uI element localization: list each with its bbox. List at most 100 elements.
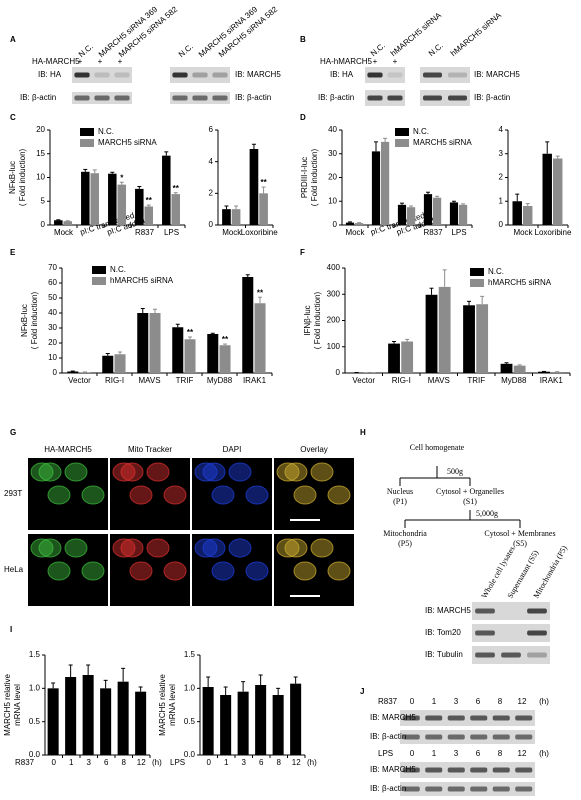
bar [114,354,126,373]
y-tick-label: 1 [499,196,504,205]
bar [407,207,416,225]
cell [211,485,235,505]
x-tick-label: Mock [345,228,365,237]
x-tick-label: 8 [277,758,282,767]
y-axis-label: mRNA level [168,684,177,726]
bar [90,173,100,225]
significance-label: ** [187,328,194,337]
flow-step: Cell homogenate [410,443,465,452]
treatment-label: R837 [378,697,398,706]
bar [79,372,91,373]
band [425,715,443,721]
y-axis-label: ( Fold induction) [18,148,27,206]
bar [242,277,254,373]
blot-label: IB: MARCH5 [235,70,281,79]
y-tick-label: 0 [336,368,341,377]
bar [551,371,564,373]
panel-letter: B [300,35,306,44]
panel-letter: H [360,428,366,437]
band [470,715,488,721]
blot-label: IB: β-actin [370,784,406,793]
legend-swatch [470,268,484,276]
y-tick-label: 1.5 [29,650,41,659]
micrograph [28,534,108,606]
bar [137,313,149,373]
flow-step: (P1) [393,497,407,506]
x-axis-label: R837 [15,758,35,767]
bar [401,341,414,373]
band [492,786,510,792]
band [94,95,110,101]
flow-step: (S5) [513,539,527,548]
y-tick-label: 20 [36,125,45,134]
micrograph [110,458,190,530]
bar [222,209,231,225]
y-tick-label: 1.5 [184,650,196,659]
significance-label: ** [146,196,153,205]
y-tick-label: 30 [328,149,337,158]
y-tick-label: 10 [48,353,57,362]
time-label: 12 [518,749,527,758]
cell [310,538,334,558]
lane-label: N.C. [177,42,195,59]
significance-label: ** [257,288,264,297]
x-tick-label: 12 [137,758,146,767]
y-tick-label: 60 [48,278,57,287]
flow-step: Nucleus [387,487,413,496]
bar [449,202,459,225]
significance-label: ** [260,178,267,187]
bar [237,691,249,755]
flow-step: 5,000g [476,509,498,518]
cell [245,485,269,505]
y-axis-label: IFNβ-luc [303,305,312,335]
x-tick-label: LPS [164,228,179,237]
cell [30,538,54,558]
y-tick-label: 100 [327,342,341,351]
bar [345,222,355,225]
blot [400,762,535,778]
y-tick-label: 2 [209,188,214,197]
band [402,715,420,721]
panel-letter: G [10,428,16,437]
column-label: Overlay [300,445,328,454]
y-tick-label: 10 [36,173,45,182]
significance-label: ** [222,335,229,344]
bar [220,695,232,755]
flow-step: Cytosol + Organelles [436,487,504,496]
blot-label: IB: MARCH5 [370,765,416,774]
band [492,767,510,773]
plus-sign: + [98,57,103,66]
band [447,715,465,721]
time-label: (h) [539,697,549,706]
bar [162,155,171,225]
x-axis-label: LPS [170,758,185,767]
time-label: 6 [476,749,481,758]
x-tick-label: LPS [451,228,466,237]
time-label: 3 [454,697,459,706]
bar [144,206,154,225]
y-tick-label: 300 [327,289,341,298]
bar [463,305,475,373]
x-tick-label: 3 [87,758,92,767]
y-tick-label: 0.5 [29,717,41,726]
plus-sign: + [393,57,398,66]
panel-letter: F [300,248,305,257]
time-label: 6 [476,697,481,706]
bar [117,184,127,225]
bar [63,221,73,225]
bar [100,688,112,755]
x-tick-label: 3 [242,758,247,767]
bar [397,204,407,225]
flow-step: (S1) [463,497,477,506]
band [402,767,420,773]
legend-label: N.C. [413,127,429,136]
band [527,630,547,636]
bar [513,365,526,373]
band [501,652,521,658]
row-label: 293T [4,489,22,498]
band [447,734,465,740]
y-tick-label: 70 [48,263,57,272]
bar [254,303,266,373]
x-tick-label: IRAK1 [540,376,564,385]
